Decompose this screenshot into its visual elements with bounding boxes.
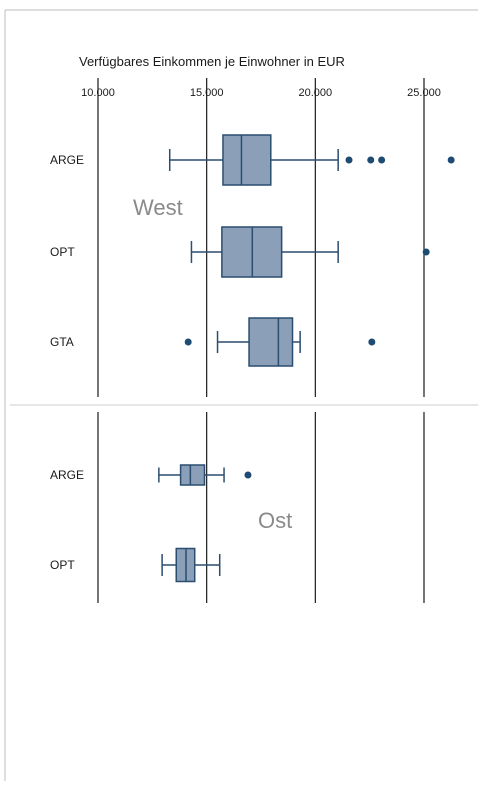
box-row: ARGE — [50, 134, 455, 186]
category-label: ARGE — [50, 468, 84, 482]
outlier-point — [422, 248, 430, 256]
outlier-point — [244, 471, 252, 479]
outlier-point — [184, 338, 192, 346]
outlier-point — [447, 156, 455, 164]
category-label: OPT — [50, 245, 75, 259]
iqr-box — [222, 134, 272, 186]
outlier-point — [378, 156, 386, 164]
box-row: ARGE — [50, 464, 252, 486]
outlier-point — [345, 156, 353, 164]
category-label: OPT — [50, 558, 75, 572]
region-labels: West Ost — [133, 195, 292, 533]
iqr-box — [179, 464, 206, 486]
plot-rows: ARGE OPT GTA ARGE OPT — [50, 134, 455, 583]
gridlines — [10, 78, 478, 603]
category-label: ARGE — [50, 153, 84, 167]
region-label: West — [133, 195, 183, 220]
box-row: GTA — [50, 317, 376, 367]
iqr-box — [248, 317, 294, 367]
outlier-point — [368, 338, 376, 346]
category-label: GTA — [50, 335, 74, 349]
x-axis-ticks: 10.000 15.000 20.000 25.000 — [81, 87, 441, 99]
region-label: Ost — [258, 508, 292, 533]
chart-title: Verfügbares Einkommen je Einwohner in EU… — [79, 54, 345, 69]
box-row: OPT — [50, 547, 221, 583]
outlier-point — [367, 156, 375, 164]
box-row: OPT — [50, 226, 430, 278]
